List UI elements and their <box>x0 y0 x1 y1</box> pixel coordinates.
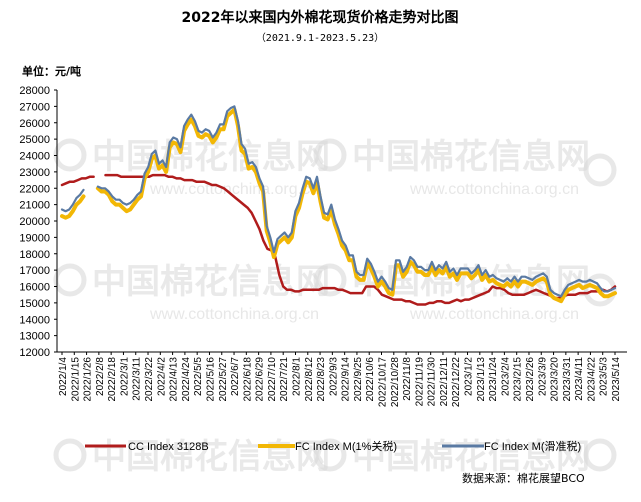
watermark-text: 中国棉花信息网 <box>352 437 590 477</box>
x-tick-label: 2022/10/6 <box>365 357 376 402</box>
x-tick-label: 2022/3/11 <box>132 357 143 401</box>
x-tick-label: 2023/4/11 <box>574 357 585 401</box>
x-tick-label: 2022/4/24 <box>181 357 192 402</box>
x-axis-ticks: 2022/1/4 2022/1/15 2022/1/26 2022/2/8 2022/2… <box>58 352 622 407</box>
watermark-layer: 中国棉花信息网 www.cottonchina.org.cn 中国棉花信息网 w… <box>53 137 617 477</box>
y-tick-label: 27000 <box>19 101 50 113</box>
watermark-url: www.cottonchina.org.cn <box>149 181 319 198</box>
y-tick-label: 22000 <box>19 183 50 195</box>
chart-title: 2022年以来国内外棉花现货价格走势对比图 <box>182 9 459 26</box>
y-tick-label: 18000 <box>19 249 50 261</box>
watermark-url: www.cottonchina.org.cn <box>409 181 579 198</box>
watermark-text: 中国棉花信息网 <box>92 262 330 302</box>
y-tick-label: 26000 <box>19 118 50 130</box>
watermark-text: 中国棉花信息网 <box>92 137 330 177</box>
y-tick-label: 25000 <box>19 134 50 146</box>
x-tick-label: 2023/2/26 <box>525 357 536 402</box>
x-tick-label: 2022/1/26 <box>83 357 94 402</box>
y-tick-label: 12000 <box>19 347 50 359</box>
chart-subtitle: （2021.9.1-2023.5.23） <box>256 32 384 44</box>
x-tick-label: 2022/6/29 <box>255 357 266 402</box>
y-tick-label: 19000 <box>19 232 50 244</box>
x-tick-label: 2022/9/3 <box>328 357 339 396</box>
x-tick-label: 2022/3/22 <box>144 357 155 402</box>
legend-label-fc-index-1pct: FC Index M(1%关税) <box>295 439 397 453</box>
legend: CC Index 3128B FC Index M(1%关税) FC Index… <box>85 439 581 453</box>
watermark-text: 中国棉花信息网 <box>352 137 590 177</box>
x-tick-label: 2022/4/2 <box>156 357 167 396</box>
x-tick-label: 2022/12/22 <box>451 357 462 407</box>
x-tick-label: 2022/2/8 <box>95 357 106 396</box>
watermark-logo-icon <box>313 438 347 472</box>
watermark-logo-icon <box>53 263 87 297</box>
legend-item-fc-index-sliding: FC Index M(滑准税) <box>442 439 581 453</box>
data-source-note: 数据来源：棉花展望BCO <box>462 471 585 485</box>
x-tick-label: 2022/6/7 <box>230 357 241 396</box>
y-tick-label: 21000 <box>19 200 50 212</box>
y-tick-label: 14000 <box>19 314 50 326</box>
x-tick-label: 2022/5/16 <box>205 357 216 402</box>
x-tick-label: 2022/7/10 <box>267 357 278 402</box>
x-tick-label: 2022/11/19 <box>414 357 425 407</box>
x-tick-label: 2023/3/31 <box>562 357 573 402</box>
y-tick-label: 16000 <box>19 282 50 294</box>
x-tick-label: 2023/4/22 <box>586 357 597 402</box>
x-tick-label: 2022/2/18 <box>107 357 118 402</box>
x-tick-label: 2022/9/14 <box>341 357 352 402</box>
x-tick-label: 2023/1/13 <box>476 357 487 402</box>
x-tick-label: 2023/2/15 <box>513 357 524 402</box>
watermark-logo-icon <box>313 263 347 297</box>
x-tick-label: 2022/11/8 <box>402 357 413 401</box>
y-tick-label: 28000 <box>19 85 50 97</box>
series-line-fc-index-sliding <box>60 105 617 298</box>
legend-label-cc-index: CC Index 3128B <box>128 441 209 453</box>
legend-item-cc-index: CC Index 3128B <box>85 441 209 453</box>
y-axis-ticks: 12000 13000 14000 15000 16000 17000 18000 19000… <box>19 85 57 359</box>
x-tick-label: 2022/9/25 <box>353 357 364 402</box>
y-axis-unit-label: 单位：元/吨 <box>22 64 81 78</box>
x-tick-label: 2023/2/4 <box>500 357 511 396</box>
x-tick-label: 2022/3/1 <box>119 357 130 396</box>
y-tick-label: 17000 <box>19 265 50 277</box>
x-tick-label: 2022/7/21 <box>279 357 290 402</box>
x-tick-label: 2023/3/20 <box>550 357 561 402</box>
watermark-logo-icon <box>583 438 617 472</box>
x-tick-label: 2022/5/5 <box>193 357 204 396</box>
y-tick-label: 15000 <box>19 298 50 310</box>
x-tick-label: 2022/1/4 <box>58 357 69 396</box>
watermark-url: www.cottonchina.org.cn <box>149 306 319 323</box>
y-tick-label: 20000 <box>19 216 50 228</box>
watermark-text: 中国棉花信息网 <box>92 437 330 477</box>
x-tick-label: 2022/8/23 <box>316 357 327 402</box>
x-tick-label: 2022/6/18 <box>242 357 253 402</box>
x-tick-label: 2023/1/24 <box>488 357 499 402</box>
series-line-cc-index <box>60 173 617 306</box>
watermark-logo-icon <box>583 273 617 307</box>
y-tick-label: 24000 <box>19 151 50 163</box>
series-layer <box>60 105 617 306</box>
y-tick-label: 23000 <box>19 167 50 179</box>
watermark-logo-icon <box>313 138 347 172</box>
legend-label-fc-index-sliding: FC Index M(滑准税) <box>484 439 581 453</box>
x-tick-label: 2022/10/17 <box>378 357 389 407</box>
y-tick-label: 13000 <box>19 331 50 343</box>
watermark-logo-icon <box>583 153 617 187</box>
x-tick-label: 2022/10/28 <box>390 357 401 407</box>
x-tick-label: 2022/8/12 <box>304 357 315 402</box>
x-tick-label: 2022/12/11 <box>439 357 450 407</box>
x-tick-label: 2022/5/27 <box>218 357 229 402</box>
x-tick-label: 2023/5/3 <box>599 357 610 396</box>
x-tick-label: 2022/1/15 <box>70 357 81 402</box>
x-tick-label: 2023/5/14 <box>611 357 622 402</box>
x-tick-label: 2023/3/9 <box>537 357 548 396</box>
watermark-logo-icon <box>53 438 87 472</box>
watermark-url: www.cottonchina.org.cn <box>409 306 579 323</box>
x-tick-label: 2022/11/30 <box>427 357 438 407</box>
legend-item-fc-index-1pct: FC Index M(1%关税) <box>258 439 397 453</box>
x-tick-label: 2023/1/2 <box>464 357 475 396</box>
x-tick-label: 2022/4/13 <box>169 357 180 402</box>
x-tick-label: 2022/8/1 <box>291 357 302 396</box>
